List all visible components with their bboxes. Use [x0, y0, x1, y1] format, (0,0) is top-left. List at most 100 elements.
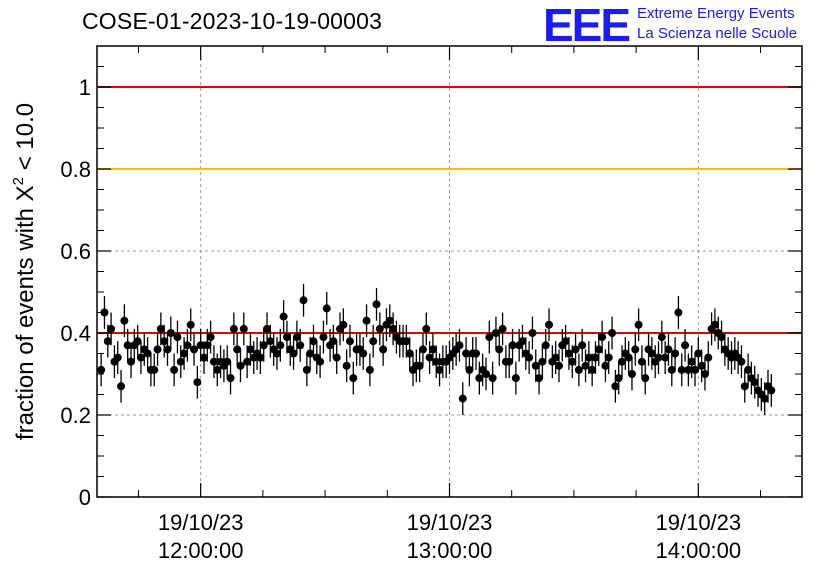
point-marker: [349, 374, 358, 383]
point-marker: [481, 370, 490, 378]
y-tick-label: 1: [79, 75, 91, 100]
point-marker: [767, 386, 776, 395]
point-marker: [153, 345, 162, 354]
y-tick-label: 0.8: [60, 157, 91, 182]
chart-title: COSE-01-2023-10-19-00003: [82, 8, 383, 34]
data-point: [117, 369, 126, 403]
point-marker: [385, 316, 394, 325]
data-point: [299, 283, 308, 317]
data-point: [578, 328, 587, 362]
data-point: [372, 287, 381, 321]
point-marker: [176, 357, 185, 366]
point-marker: [379, 345, 388, 354]
point-marker: [551, 353, 560, 362]
point-marker: [750, 378, 759, 387]
data-point: [488, 361, 497, 395]
data-point: [233, 333, 242, 366]
eee-logo-mark: EEE: [543, 0, 631, 51]
data-point: [710, 308, 719, 342]
data-point: [681, 328, 690, 362]
data-point: [485, 320, 494, 354]
point-marker: [170, 365, 179, 374]
point-marker: [306, 349, 315, 358]
point-marker: [263, 324, 272, 333]
point-marker: [359, 349, 368, 358]
x-tick-label-time: 13:00:00: [407, 538, 493, 563]
point-marker: [266, 337, 275, 346]
data-point: [435, 353, 444, 387]
data-point: [691, 353, 700, 387]
data-point: [133, 324, 142, 358]
point-marker: [465, 365, 474, 374]
point-marker: [209, 357, 218, 366]
data-point: [564, 337, 573, 370]
data-point: [677, 353, 686, 387]
point-marker: [681, 341, 690, 350]
data-point: [458, 382, 467, 415]
point-marker: [491, 329, 500, 337]
point-marker: [345, 337, 354, 346]
point-marker: [332, 353, 341, 362]
point-marker: [495, 345, 504, 354]
data-point: [405, 337, 414, 370]
point-marker: [604, 353, 613, 362]
data-point: [740, 369, 749, 403]
point-marker: [299, 296, 308, 305]
point-marker: [525, 353, 534, 362]
x-tick-label-time: 12:00:00: [158, 538, 244, 563]
data-point: [495, 333, 504, 366]
data-point: [319, 320, 328, 354]
data-point: [624, 341, 633, 374]
data-point: [183, 328, 192, 362]
point-marker: [173, 333, 182, 342]
data-point: [551, 341, 560, 374]
point-marker: [259, 341, 268, 350]
point-marker: [415, 361, 424, 370]
point-marker: [627, 370, 636, 378]
point-marker: [282, 333, 291, 342]
point-marker: [631, 345, 640, 354]
point-marker: [418, 345, 427, 354]
data-point: [554, 349, 563, 383]
point-marker: [229, 324, 238, 333]
data-point: [528, 316, 537, 350]
data-point: [674, 296, 683, 329]
data-point: [634, 308, 643, 342]
point-marker: [608, 329, 617, 337]
data-point: [163, 333, 172, 366]
point-marker: [594, 345, 603, 354]
point-marker: [402, 337, 411, 346]
data-point: [425, 341, 434, 374]
point-marker: [100, 308, 109, 317]
data-point: [226, 361, 235, 395]
data-point: [525, 341, 534, 374]
data-point: [704, 341, 713, 374]
x-tick-label-time: 14:00:00: [656, 538, 742, 563]
data-point: [292, 320, 301, 354]
data-point: [505, 345, 514, 379]
data-point: [369, 324, 378, 358]
point-marker: [389, 324, 398, 333]
data-point: [272, 337, 281, 370]
data-point: [664, 333, 673, 366]
data-point: [236, 349, 245, 383]
point-marker: [677, 365, 686, 374]
data-point: [545, 308, 554, 342]
logo-line-la-scienza: La Scienza nelle Scuole: [637, 25, 798, 42]
data-point: [150, 353, 159, 387]
data-point: [107, 312, 116, 346]
data-point: [737, 345, 746, 379]
point-marker: [123, 341, 132, 350]
data-point: [657, 320, 666, 354]
point-marker: [737, 357, 746, 366]
data-point: [120, 304, 129, 338]
point-marker: [256, 353, 265, 362]
data-point: [475, 361, 484, 395]
data-point: [389, 312, 398, 346]
data-point: [153, 333, 162, 366]
point-marker: [578, 341, 587, 350]
data-point: [608, 316, 617, 350]
point-marker: [455, 341, 464, 350]
data-point: [744, 353, 753, 387]
